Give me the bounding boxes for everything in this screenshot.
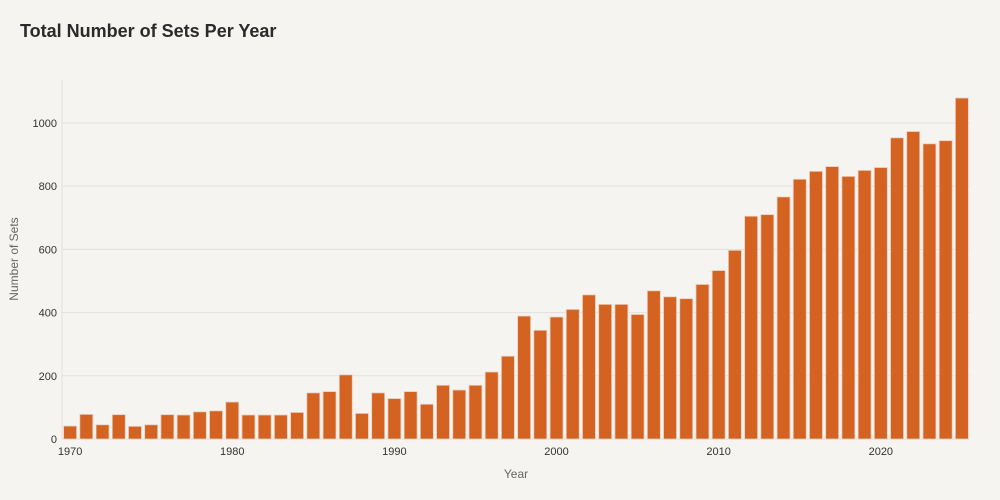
x-tick-label: 1990 bbox=[382, 446, 406, 458]
bar-2022[interactable] bbox=[906, 131, 921, 440]
bar-2002[interactable] bbox=[582, 294, 596, 440]
bar-2011[interactable] bbox=[728, 249, 742, 440]
bar-2023[interactable] bbox=[922, 143, 937, 440]
x-tick-label: 2010 bbox=[706, 446, 730, 458]
bar-1988[interactable] bbox=[355, 413, 369, 440]
y-tick-label: 600 bbox=[39, 244, 57, 256]
bar-1976[interactable] bbox=[160, 414, 175, 440]
bar-2017[interactable] bbox=[825, 166, 840, 440]
bar-1998[interactable] bbox=[517, 315, 531, 440]
bar-2021[interactable] bbox=[890, 137, 904, 440]
bars bbox=[63, 97, 969, 440]
bar-1981[interactable] bbox=[241, 414, 256, 440]
bar-2003[interactable] bbox=[598, 303, 613, 440]
bar-2004[interactable] bbox=[614, 303, 629, 440]
y-tick-label: 0 bbox=[51, 434, 57, 446]
bar-2007[interactable] bbox=[663, 296, 677, 440]
bar-2008[interactable] bbox=[679, 298, 694, 440]
bar-1982[interactable] bbox=[257, 414, 272, 440]
bar-1979[interactable] bbox=[209, 410, 223, 440]
y-tick-label: 800 bbox=[39, 181, 57, 193]
bar-1980[interactable] bbox=[225, 401, 240, 440]
bar-1977[interactable] bbox=[176, 414, 191, 440]
bar-1991[interactable] bbox=[403, 391, 418, 440]
x-tick-label: 1970 bbox=[58, 446, 82, 458]
bar-2013[interactable] bbox=[760, 214, 775, 440]
bar-2018[interactable] bbox=[841, 175, 856, 440]
bar-1989[interactable] bbox=[371, 392, 386, 440]
bar-2020[interactable] bbox=[873, 167, 888, 440]
bar-1978[interactable] bbox=[192, 411, 207, 440]
bar-1970[interactable] bbox=[63, 425, 77, 440]
bar-1974[interactable] bbox=[128, 425, 142, 440]
bar-1984[interactable] bbox=[290, 412, 304, 440]
y-axis-label: Number of Sets bbox=[7, 217, 21, 300]
bar-1975[interactable] bbox=[144, 424, 159, 440]
bar-1987[interactable] bbox=[338, 374, 353, 440]
bar-2015[interactable] bbox=[792, 178, 807, 440]
bar-1999[interactable] bbox=[533, 329, 548, 440]
bar-2012[interactable] bbox=[744, 215, 758, 440]
bar-1994[interactable] bbox=[452, 389, 467, 440]
bar-1973[interactable] bbox=[111, 414, 126, 440]
bar-2006[interactable] bbox=[646, 290, 661, 440]
bar-2016[interactable] bbox=[809, 170, 823, 440]
bar-1993[interactable] bbox=[436, 384, 450, 440]
bar-1995[interactable] bbox=[468, 384, 483, 440]
x-tick-labels: 1970 1980 1990 2000 2010 2020 bbox=[58, 446, 893, 458]
x-axis-label: Year bbox=[504, 467, 528, 481]
bar-2010[interactable] bbox=[711, 270, 726, 440]
bar-1986[interactable] bbox=[322, 391, 337, 440]
bar-1997[interactable] bbox=[501, 355, 515, 440]
y-tick-label: 400 bbox=[39, 308, 57, 320]
bar-1990[interactable] bbox=[387, 398, 402, 440]
bar-2024[interactable] bbox=[938, 140, 953, 440]
y-tick-label: 1000 bbox=[33, 118, 57, 130]
bar-2001[interactable] bbox=[565, 309, 580, 440]
bar-1996[interactable] bbox=[484, 371, 499, 440]
bar-1972[interactable] bbox=[95, 424, 110, 440]
bar-1971[interactable] bbox=[79, 413, 94, 440]
bar-1983[interactable] bbox=[274, 414, 288, 440]
bar-1992[interactable] bbox=[419, 403, 434, 440]
x-tick-label: 2000 bbox=[544, 446, 568, 458]
y-tick-labels: 0 200 400 600 800 1000 bbox=[33, 118, 57, 446]
bar-2009[interactable] bbox=[695, 284, 710, 440]
x-tick-label: 1980 bbox=[220, 446, 244, 458]
bar-2000[interactable] bbox=[549, 316, 564, 440]
x-tick-label: 2020 bbox=[869, 446, 893, 458]
y-tick-label: 200 bbox=[39, 371, 57, 383]
bar-2025[interactable] bbox=[955, 97, 969, 440]
chart-title: Total Number of Sets Per Year bbox=[20, 21, 277, 41]
bar-2019[interactable] bbox=[857, 169, 872, 440]
bar-1985[interactable] bbox=[306, 392, 321, 440]
bar-2005[interactable] bbox=[630, 314, 645, 440]
bar-2014[interactable] bbox=[776, 196, 791, 440]
